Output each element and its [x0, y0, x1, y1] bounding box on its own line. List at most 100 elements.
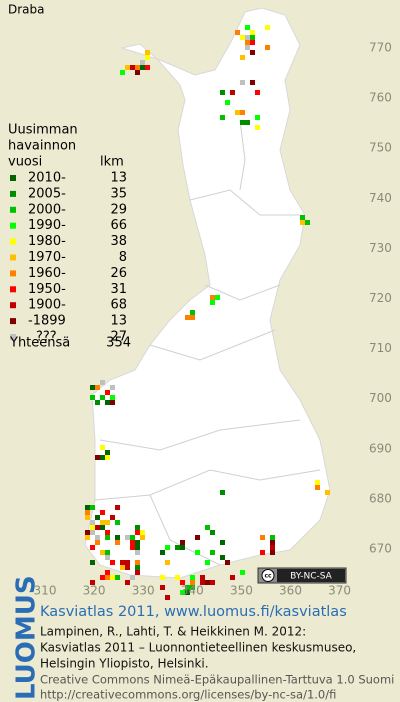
observation-square	[140, 530, 145, 535]
observation-square	[245, 35, 250, 40]
observation-square	[140, 535, 145, 540]
observation-square	[110, 400, 115, 405]
y-tick-label: 740	[369, 191, 392, 205]
observation-square	[190, 310, 195, 315]
region-border	[149, 329, 276, 361]
license-badge: cc BY-NC-SA	[257, 567, 347, 584]
y-tick-label: 670	[369, 542, 392, 556]
observation-square	[115, 535, 120, 540]
observation-square	[225, 100, 230, 105]
observation-square	[145, 50, 150, 55]
observation-square	[85, 535, 90, 540]
observation-square	[115, 575, 120, 580]
observation-square	[130, 535, 135, 540]
observation-square	[250, 80, 255, 85]
observation-square	[255, 115, 260, 120]
observation-square	[240, 110, 245, 115]
observation-square	[130, 545, 135, 550]
observation-square	[270, 540, 275, 545]
legend-count: 26	[110, 266, 127, 281]
region-border	[149, 494, 221, 566]
observation-square	[260, 535, 265, 540]
legend-swatch	[10, 270, 16, 277]
observation-square	[135, 545, 140, 550]
observation-square	[120, 70, 125, 75]
observation-square	[105, 450, 110, 455]
x-tick-label: 330	[132, 584, 155, 598]
legend-count: 13	[110, 171, 127, 186]
y-tick-label: 720	[369, 291, 392, 305]
y-tick-label: 690	[369, 441, 392, 455]
observation-square	[270, 535, 275, 540]
observation-squares	[85, 25, 330, 600]
observation-square	[185, 315, 190, 320]
observation-square	[100, 455, 105, 460]
legend-swatch	[10, 238, 16, 245]
x-tick-label: 370	[328, 584, 351, 598]
observation-square	[250, 40, 255, 45]
observation-square	[230, 575, 235, 580]
observation-square	[100, 510, 105, 515]
legend-label: 1970-	[28, 250, 66, 265]
observation-square	[145, 65, 150, 70]
legend-swatch	[10, 175, 16, 181]
observation-square	[165, 560, 170, 565]
x-tick-label: 350	[230, 584, 253, 598]
observation-square	[300, 215, 305, 220]
observation-square	[100, 520, 105, 525]
legend-count: 66	[110, 218, 127, 233]
observation-square	[265, 25, 270, 30]
observation-square	[245, 45, 250, 50]
observation-square	[130, 575, 135, 580]
legend-count: 31	[110, 282, 127, 297]
observation-square	[110, 575, 115, 580]
observation-square	[115, 520, 120, 525]
observation-square	[305, 220, 310, 225]
observation-square	[110, 395, 115, 400]
observation-square	[90, 395, 95, 400]
observation-square	[90, 560, 95, 565]
observation-square	[160, 585, 165, 590]
observation-square	[140, 65, 145, 70]
observation-square	[95, 540, 100, 545]
observation-square	[250, 30, 255, 35]
legend-count: 27	[110, 330, 127, 345]
observation-square	[195, 550, 200, 555]
observation-square	[100, 395, 105, 400]
observation-square	[100, 445, 105, 450]
legend-swatch	[10, 302, 16, 309]
observation-square	[210, 295, 215, 300]
observation-square	[315, 480, 320, 485]
x-tick-label: 320	[83, 584, 106, 598]
observation-square	[175, 575, 180, 580]
observation-square	[120, 565, 125, 570]
observation-square	[110, 560, 115, 565]
legend-label: ???	[36, 330, 57, 345]
observation-square	[210, 580, 215, 585]
observation-square	[105, 535, 110, 540]
observation-square	[95, 455, 100, 460]
license-line: Creative Commons Nimeä-Epäkaupallinen-Ta…	[40, 673, 394, 687]
cc-icon	[261, 569, 275, 582]
observation-square	[190, 585, 195, 590]
x-tick-label: 310	[34, 584, 57, 598]
legend-swatch	[10, 190, 16, 197]
legend-label: 1980-	[28, 234, 66, 249]
observation-square	[85, 510, 90, 515]
observation-square	[95, 525, 100, 530]
y-tick-label: 710	[369, 341, 392, 355]
observation-square	[100, 380, 105, 385]
badge-label: BY-NC-SA	[290, 572, 333, 582]
legend-swatch	[10, 286, 16, 293]
footer-title: Kasviatlas 2011, www.luomus.fi/kasviatla…	[40, 604, 347, 620]
observation-square	[235, 110, 240, 115]
observation-square	[255, 90, 260, 95]
observation-square	[240, 570, 245, 575]
observation-square	[95, 515, 100, 520]
observation-square	[215, 295, 220, 300]
observation-square	[110, 515, 115, 520]
observation-square	[105, 530, 110, 535]
legend-count: 35	[110, 186, 127, 201]
observation-square	[205, 580, 210, 585]
